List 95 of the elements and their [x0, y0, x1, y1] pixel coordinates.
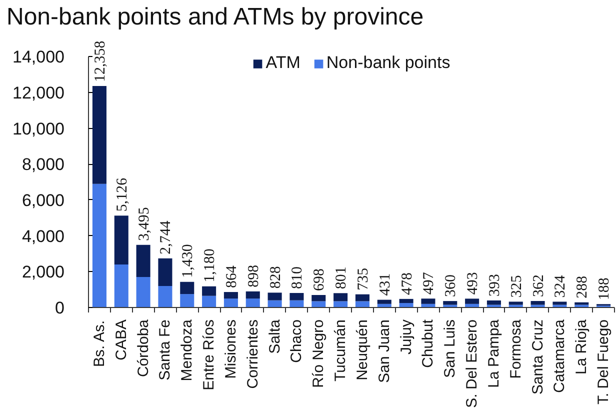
total-label: 3,495: [136, 207, 152, 241]
bar: [180, 282, 194, 294]
x-tick-label: Río Negro: [310, 319, 328, 388]
x-tick-label: Neuquén: [354, 319, 371, 380]
x-tick-label: Córdoba: [134, 318, 152, 378]
bar: [334, 293, 348, 302]
x-tick-label: Salta: [266, 318, 284, 354]
bar: [290, 300, 304, 308]
bar: [377, 300, 392, 304]
total-label: 324: [552, 274, 569, 298]
x-tick-label: Santa Fe: [156, 319, 174, 380]
total-label: 1,430: [180, 244, 196, 278]
bar: [202, 286, 216, 296]
x-tick-label: San Luis: [442, 320, 459, 378]
bar: [421, 298, 436, 304]
bar: [246, 298, 260, 308]
total-label: 360: [443, 274, 460, 298]
bar: [355, 301, 370, 308]
x-tick-label: Chaco: [288, 320, 306, 363]
y-tick-label: 6,000: [22, 190, 65, 210]
bar: [246, 291, 260, 299]
total-label: 801: [334, 266, 350, 290]
bar: [530, 301, 545, 305]
x-tick-label: Formosa: [507, 318, 524, 379]
bar: [552, 302, 567, 305]
x-tick-label: Catamarca: [551, 318, 568, 393]
x-tick-label: Chubut: [420, 318, 437, 368]
x-tick-label: Tucumán: [332, 319, 350, 382]
x-tick-label: T. Del Fuego: [595, 319, 612, 405]
bar: [334, 301, 348, 308]
total-label: 493: [465, 272, 482, 295]
bar: [158, 286, 172, 308]
x-tick-label: Corrientes: [244, 319, 262, 389]
bar: [574, 302, 589, 305]
total-label: 362: [530, 274, 547, 298]
total-label: 828: [268, 266, 284, 289]
bar: [180, 294, 194, 308]
bar: [114, 264, 128, 308]
total-label: 188: [596, 278, 613, 300]
bar: [224, 298, 238, 308]
total-label: 2,744: [158, 220, 174, 254]
x-tick-label: La Pampa: [485, 318, 502, 388]
bar: [224, 292, 238, 299]
x-tick-label: S. Del Estero: [464, 319, 481, 408]
x-tick-label: CABA: [112, 319, 130, 360]
bar: [268, 300, 282, 308]
bar: [92, 184, 106, 308]
x-tick-label: Santa Cruz: [529, 319, 546, 395]
y-tick-label: 14,000: [12, 48, 65, 67]
total-label: 478: [399, 272, 416, 295]
legend-label: ATM: [266, 53, 300, 73]
total-label: 735: [355, 268, 372, 290]
y-tick-label: 8,000: [22, 155, 65, 174]
x-tick-label: Jujuy: [398, 319, 415, 355]
total-label: 698: [312, 268, 328, 291]
chart-title: Non-bank points and ATMs by province: [6, 4, 424, 30]
total-label: 325: [508, 275, 525, 298]
x-tick-label: Entre Ríos: [200, 319, 218, 390]
total-label: 497: [421, 272, 438, 295]
bar: [92, 86, 106, 184]
bar: [355, 294, 370, 302]
bar: [486, 300, 501, 305]
bar: [399, 298, 414, 304]
bar: [136, 277, 150, 308]
bar: [202, 296, 216, 308]
total-label: 898: [246, 264, 262, 288]
total-label: 5,126: [114, 177, 130, 212]
x-tick-label: Misiones: [222, 320, 240, 379]
bar: [114, 216, 128, 264]
total-label: 431: [377, 273, 394, 296]
y-tick-label: 0: [55, 298, 65, 318]
x-tick-label: Bs. As.: [90, 320, 108, 368]
y-tick-label: 10,000: [12, 119, 65, 138]
total-label: 1,180: [202, 248, 218, 282]
bar: [443, 301, 458, 305]
bar: [290, 292, 304, 300]
bar: [158, 258, 172, 286]
total-label: 393: [486, 274, 503, 296]
x-tick-label: La Rioja: [573, 318, 590, 375]
total-label: 288: [574, 276, 591, 298]
bar: [312, 294, 326, 302]
bar: [312, 301, 326, 308]
bar: [508, 302, 523, 305]
x-tick-label: San Juan: [376, 319, 393, 383]
x-tick-label: Mendoza: [178, 318, 196, 382]
bar: [268, 292, 282, 300]
y-tick-label: 4,000: [22, 226, 65, 246]
bar: [465, 298, 480, 304]
legend-label: Non-bank points: [326, 53, 450, 73]
bar: [136, 244, 150, 278]
y-tick-label: 12,000: [12, 83, 65, 102]
y-tick-label: 2,000: [22, 262, 65, 282]
total-label: 810: [290, 266, 306, 289]
total-label: 864: [224, 265, 240, 288]
total-label: 12,358: [92, 40, 108, 82]
